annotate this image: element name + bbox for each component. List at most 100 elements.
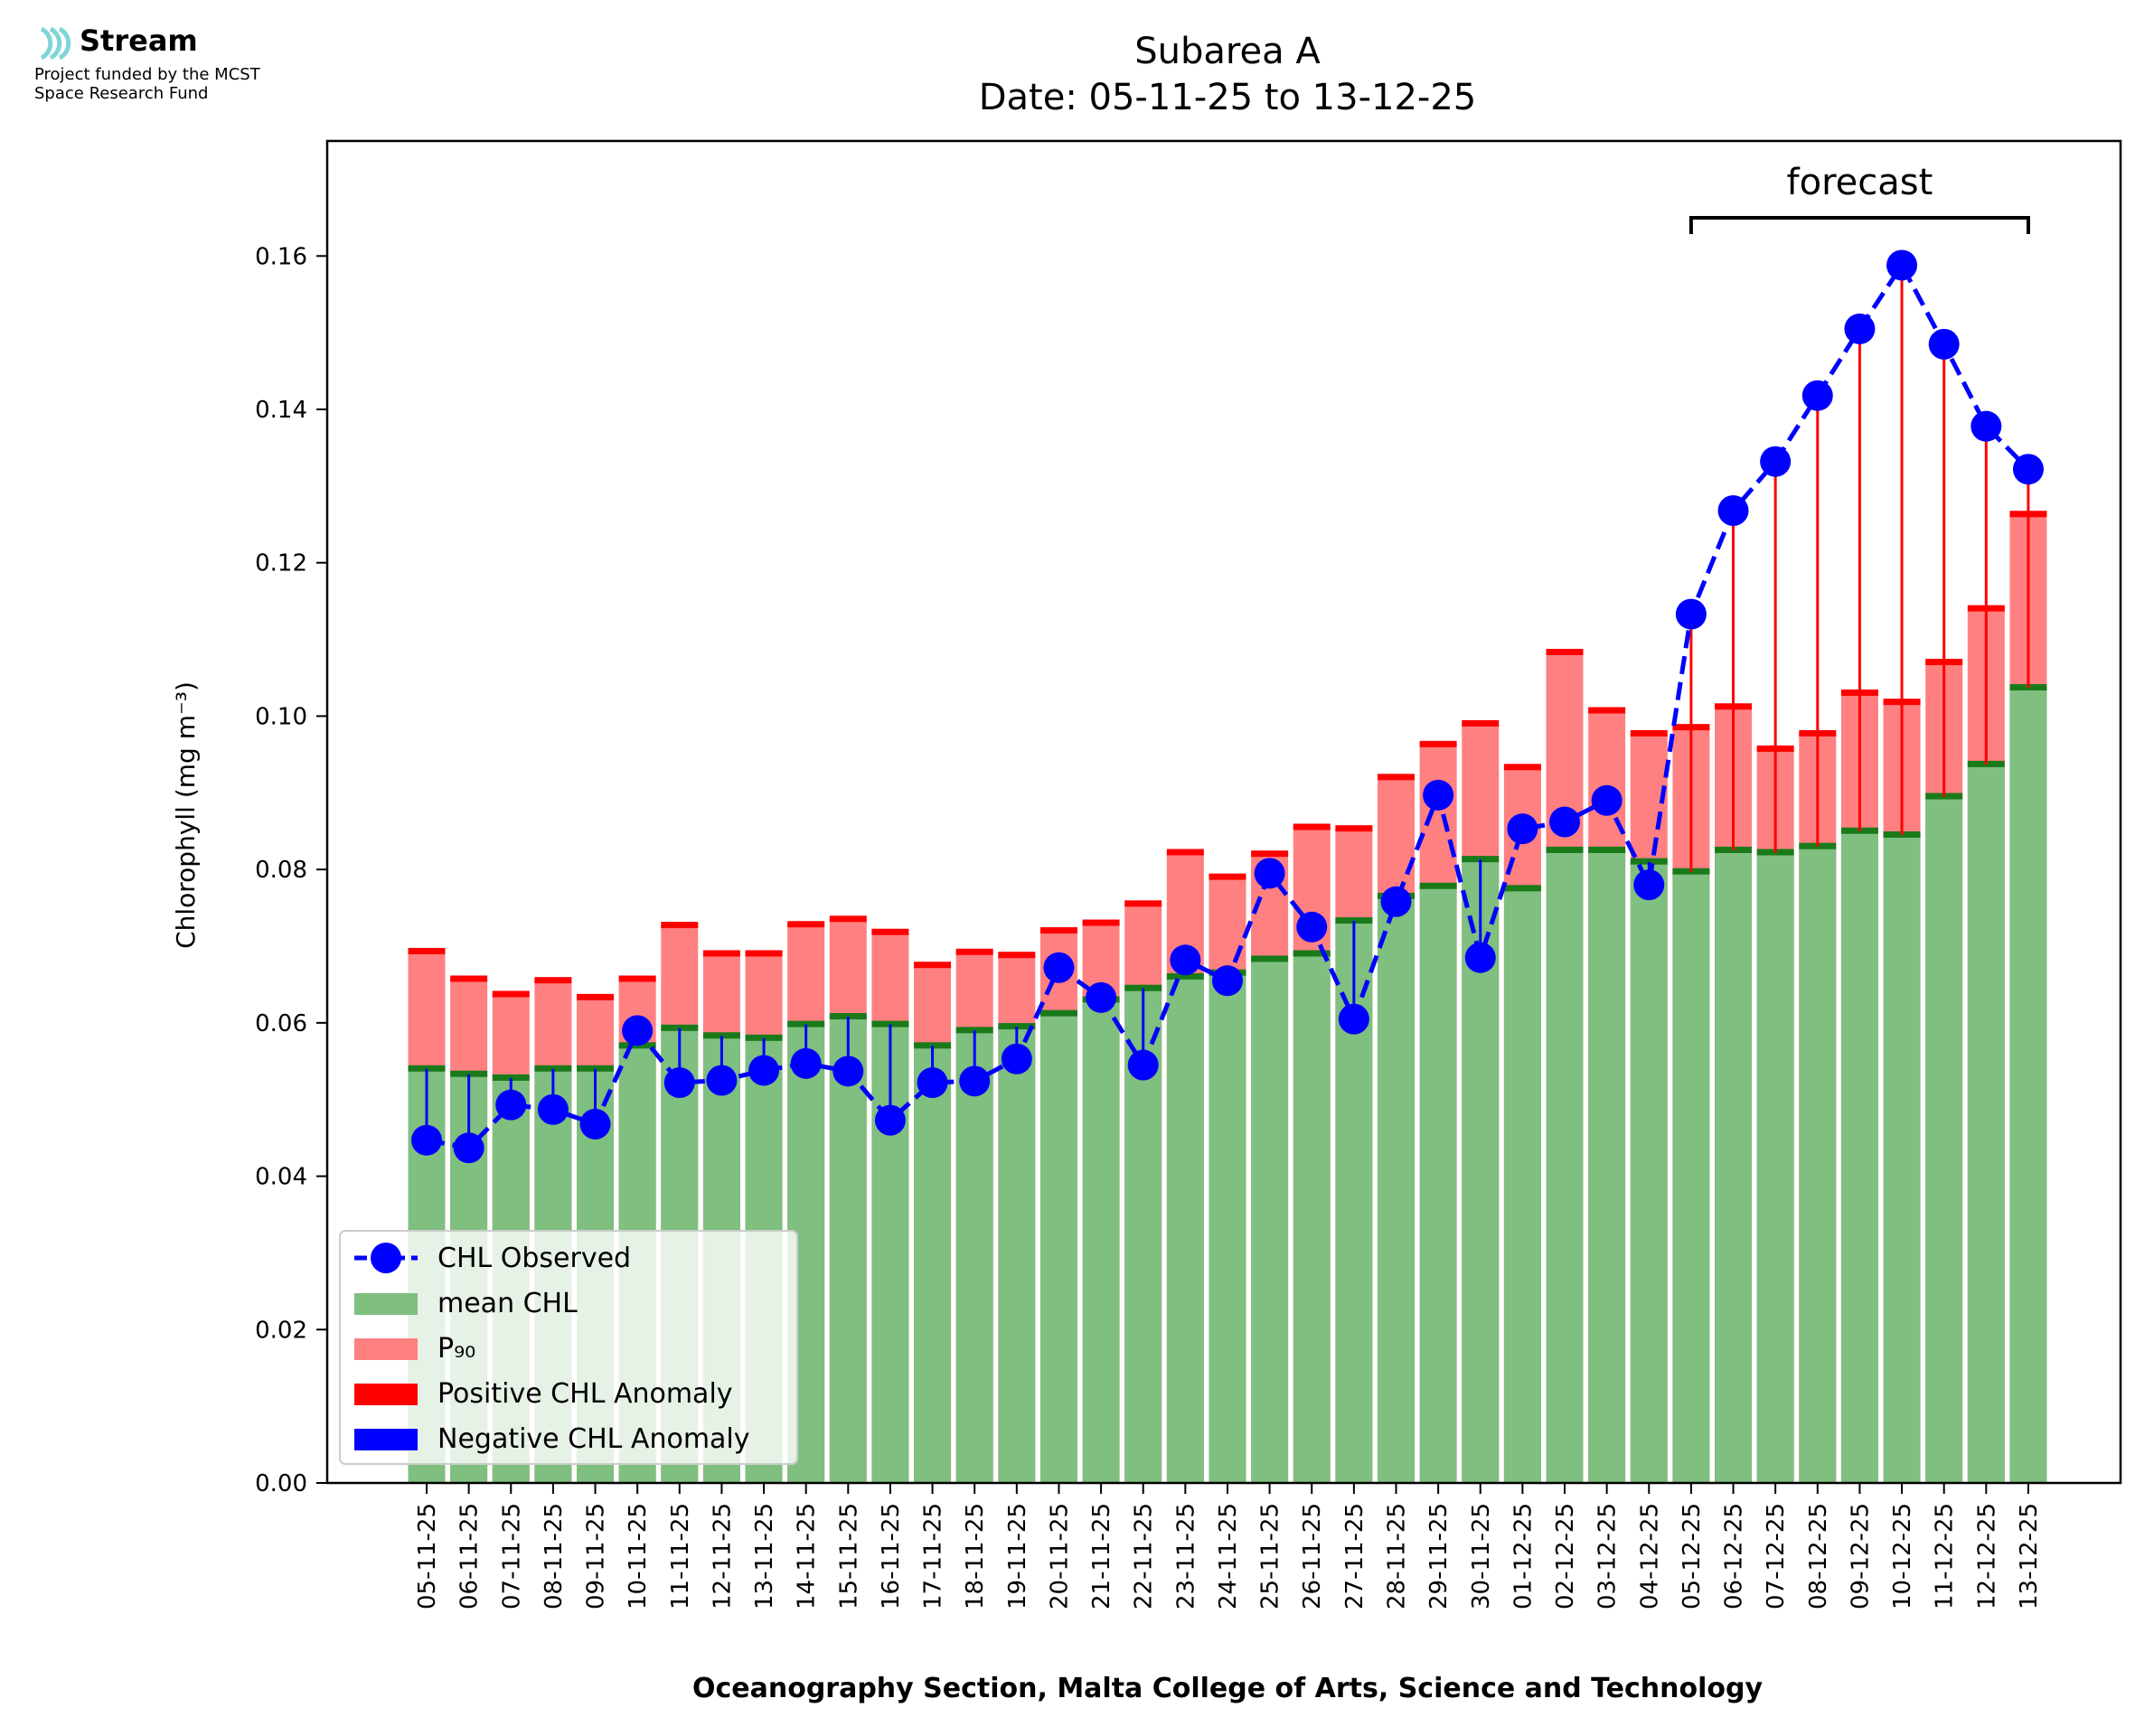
legend-swatch	[354, 1293, 418, 1315]
x-tick-label: 17-11-25	[920, 1503, 947, 1609]
p90-marker	[745, 950, 783, 957]
mean-marker	[661, 1024, 699, 1031]
mean-marker	[914, 1042, 952, 1049]
forecast-label: forecast	[1787, 162, 1933, 203]
y-axis-label: Chlorophyll (mg m⁻³)	[171, 681, 201, 949]
p90-marker	[661, 922, 699, 929]
x-tick-label: 20-11-25	[1046, 1503, 1073, 1609]
mean-chl-bar	[1039, 1013, 1077, 1483]
y-tick-label: 0.12	[255, 550, 307, 577]
x-tick-label: 08-11-25	[541, 1503, 568, 1609]
mean-marker	[408, 1065, 446, 1072]
p90-marker	[1209, 873, 1246, 880]
mean-marker	[534, 1065, 572, 1072]
x-tick-label: 13-12-25	[2016, 1503, 2043, 1609]
legend-swatch	[354, 1384, 418, 1405]
stream-wave-icon	[40, 26, 71, 61]
chl-observed-point	[748, 1055, 780, 1086]
x-tick-label: 15-11-25	[835, 1503, 862, 1609]
mean-marker	[702, 1032, 740, 1039]
mean-marker	[955, 1027, 993, 1034]
chl-observed-point	[1001, 1043, 1032, 1074]
p90-marker	[450, 975, 488, 982]
p90-marker	[1419, 740, 1457, 747]
legend-box	[339, 1230, 798, 1465]
plot-frame	[325, 139, 2122, 1485]
chl-observed-point	[1170, 944, 1201, 976]
chl-observed-point	[1507, 813, 1538, 845]
x-tick-label: 01-12-25	[1510, 1503, 1537, 1609]
mean-chl-bar	[1925, 796, 1963, 1483]
x-tick-label: 26-11-25	[1299, 1503, 1326, 1609]
y-tick-label: 0.16	[255, 243, 307, 270]
mean-chl-bar	[1166, 976, 1204, 1483]
chl-observed-point	[495, 1089, 527, 1121]
chl-observed-point	[1423, 779, 1454, 811]
chl-observed-point	[1254, 858, 1285, 889]
p90-marker	[1293, 823, 1331, 830]
logo-caption-line2: Space Research Fund	[34, 84, 209, 103]
chl-observed-point	[1760, 446, 1792, 477]
chl-observed-point	[2012, 454, 2044, 485]
mean-chl-bar	[1967, 764, 2005, 1483]
x-tick-label: 12-12-25	[1973, 1503, 2000, 1609]
logo-name: Stream	[80, 23, 198, 58]
chl-observed-point	[1296, 911, 1328, 943]
legend: CHL Observed mean CHL P₉₀ Positive CHL Anom…	[339, 1230, 798, 1465]
p90-marker	[998, 952, 1036, 959]
chl-observed-point	[1844, 313, 1876, 344]
chl-observed-point	[1549, 806, 1581, 838]
chl-observed-point	[663, 1067, 695, 1099]
mean-marker	[998, 1023, 1036, 1030]
chl-observed-point	[790, 1047, 822, 1079]
mean-marker	[1546, 846, 1584, 853]
p90-marker	[1588, 707, 1626, 714]
chl-observed-point	[1127, 1049, 1159, 1081]
legend-label: P₉₀	[437, 1333, 475, 1365]
legend-label: CHL Observed	[437, 1243, 631, 1274]
x-tick-label: 12-11-25	[709, 1503, 736, 1609]
mean-chl-bar	[1293, 953, 1331, 1483]
y-tick-label: 0.08	[255, 857, 307, 884]
mean-chl-bar	[998, 1027, 1036, 1483]
mean-chl-bar	[1883, 834, 1921, 1483]
chl-observed-point	[1928, 328, 1960, 360]
x-tick-label: 08-12-25	[1805, 1503, 1832, 1609]
chl-observed-point	[1338, 1003, 1369, 1035]
x-tick-label: 06-12-25	[1721, 1503, 1748, 1609]
p90-marker	[1082, 919, 1120, 926]
p90-marker	[1377, 774, 1415, 781]
mean-chl-bar	[1672, 871, 1710, 1483]
mean-marker	[871, 1020, 909, 1028]
p90-marker	[1546, 648, 1584, 655]
x-tick-label: 02-12-25	[1552, 1503, 1579, 1609]
p90-marker	[702, 950, 740, 957]
p90-marker	[1630, 729, 1668, 737]
y-tick-label: 0.06	[255, 1010, 307, 1037]
chl-observed-point	[1717, 495, 1749, 527]
chl-observed-point	[1675, 598, 1707, 630]
chl-observed-point	[1633, 869, 1665, 901]
p90-marker	[408, 947, 446, 954]
mean-marker	[1251, 955, 1289, 962]
x-tick-label: 06-11-25	[456, 1503, 484, 1609]
p90-marker	[534, 977, 572, 984]
mean-marker	[745, 1034, 783, 1041]
chl-observed-point	[411, 1124, 442, 1156]
mean-chl-bar	[1251, 959, 1289, 1483]
mean-marker	[1166, 972, 1204, 980]
x-tick-label: 13-11-25	[751, 1503, 778, 1609]
mean-marker	[1293, 950, 1331, 957]
mean-marker	[1124, 984, 1162, 991]
mean-marker	[1419, 882, 1457, 889]
mean-chl-bar	[1377, 896, 1415, 1483]
x-tick-label: 19-11-25	[1004, 1503, 1031, 1609]
mean-chl-bar	[1209, 972, 1246, 1483]
mean-chl-bar	[1756, 852, 1794, 1483]
x-axis-label: Oceanography Section, Malta College of A…	[692, 1673, 1764, 1704]
chl-observed-point	[1043, 952, 1075, 983]
chl-observed-point	[1211, 965, 1243, 997]
chl-observed-point	[959, 1065, 991, 1097]
x-tick-label: 11-11-25	[667, 1503, 694, 1609]
mean-marker	[1462, 856, 1500, 863]
